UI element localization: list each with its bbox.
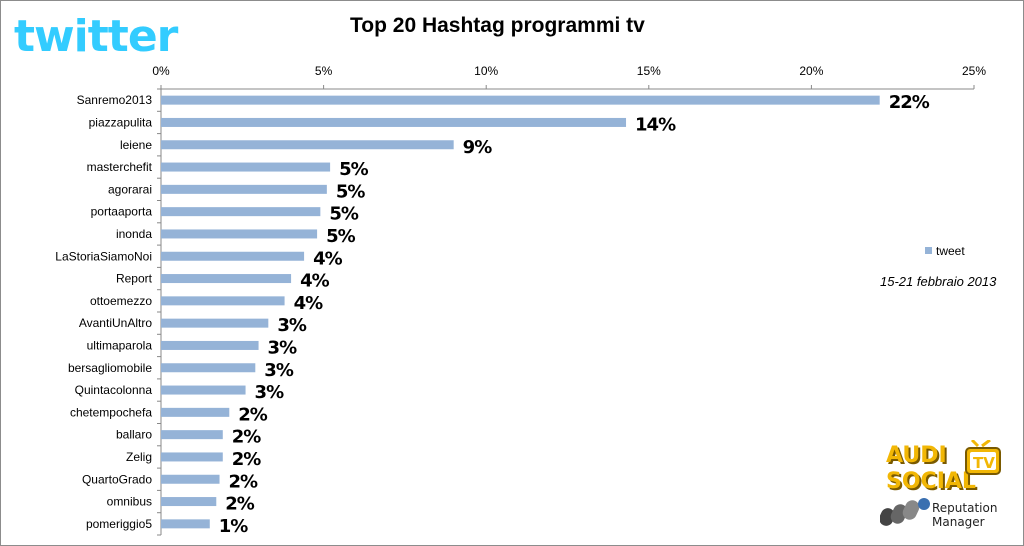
audi-logo-shadow2: SOCIAL (888, 471, 978, 496)
bar (161, 363, 256, 373)
x-tick-label: 10% (474, 64, 498, 78)
audi-logo-shadow1: AUDI (888, 445, 949, 470)
data-label: 5% (336, 181, 366, 202)
category-label: agorarai (108, 182, 152, 196)
data-label: 2% (238, 404, 268, 425)
manager-text: Manager (932, 515, 985, 529)
bar (161, 407, 230, 417)
bar (161, 229, 318, 239)
bar (161, 162, 331, 172)
category-label: Zelig (126, 450, 152, 464)
category-label: masterchefit (87, 160, 153, 174)
audi-logo-text2: SOCIAL (886, 469, 976, 494)
x-tick-label: 0% (152, 64, 170, 78)
bar (161, 340, 259, 350)
bar (161, 474, 220, 484)
x-tick-label: 15% (637, 64, 661, 78)
category-label: LaStoriaSiamoNoi (55, 249, 152, 263)
category-label: Sanremo2013 (77, 93, 153, 107)
data-label: 1% (219, 516, 249, 537)
category-label: bersagliomobile (68, 361, 152, 375)
data-label: 4% (294, 293, 324, 314)
category-label: omnibus (107, 495, 152, 509)
data-label: 2% (232, 449, 262, 470)
bar (161, 452, 223, 462)
category-label: ultimaparola (87, 338, 153, 352)
category-label: Quintacolonna (75, 383, 153, 397)
data-label: 2% (229, 471, 259, 492)
data-label: 5% (326, 226, 356, 247)
bar (161, 251, 305, 261)
legend-swatch (925, 247, 932, 254)
bar (161, 207, 321, 217)
category-label: QuartoGrado (82, 472, 152, 486)
reputation-text: Reputation (932, 501, 997, 515)
data-label: 4% (300, 271, 330, 292)
bar (161, 519, 210, 529)
data-label: 2% (232, 427, 262, 448)
category-label: Report (116, 272, 153, 286)
date-range: 15-21 febbraio 2013 (880, 274, 997, 289)
tv-icon-label: TV (973, 454, 995, 472)
bar (161, 274, 292, 284)
bar (161, 95, 880, 105)
category-label: leiene (120, 138, 152, 152)
data-label: 22% (889, 92, 930, 113)
audi-logo-text1: AUDI (886, 443, 947, 468)
data-label: 4% (313, 248, 343, 269)
bar (161, 318, 269, 328)
bar (161, 296, 285, 306)
reputation-manager-logo: Reputation Manager (880, 498, 997, 529)
data-label: 5% (329, 204, 359, 225)
category-label: chetempochefa (70, 405, 152, 419)
category-label: AvantiUnAltro (79, 316, 152, 330)
bar (161, 497, 217, 507)
data-label: 5% (339, 159, 369, 180)
tv-icon: TV (965, 440, 1001, 475)
bar (161, 184, 327, 194)
data-label: 3% (277, 315, 307, 336)
bar (161, 140, 454, 150)
legend-label: tweet (936, 244, 965, 258)
category-label: ottoemezzo (90, 294, 152, 308)
reputation-manager-icon (880, 498, 930, 526)
category-label: inonda (116, 227, 152, 241)
data-label: 14% (635, 114, 676, 135)
data-label: 3% (255, 382, 285, 403)
audisocial-tv-logo: AUDI AUDI SOCIAL SOCIAL TV (886, 440, 1001, 496)
x-tick-label: 25% (962, 64, 986, 78)
data-label: 3% (264, 360, 294, 381)
category-label: pomeriggio5 (86, 517, 152, 531)
category-label: piazzapulita (89, 115, 153, 129)
data-label: 3% (268, 337, 298, 358)
category-label: portaaporta (91, 205, 153, 219)
x-tick-label: 20% (799, 64, 823, 78)
category-label: ballaro (116, 428, 152, 442)
bar (161, 430, 223, 440)
bar (161, 117, 627, 127)
bar (161, 385, 246, 395)
chart-title: Top 20 Hashtag programmi tv (350, 14, 645, 37)
data-label: 2% (225, 494, 255, 515)
data-label: 9% (463, 137, 493, 158)
x-tick-label: 5% (315, 64, 333, 78)
twitter-logo: twitter (14, 11, 178, 62)
